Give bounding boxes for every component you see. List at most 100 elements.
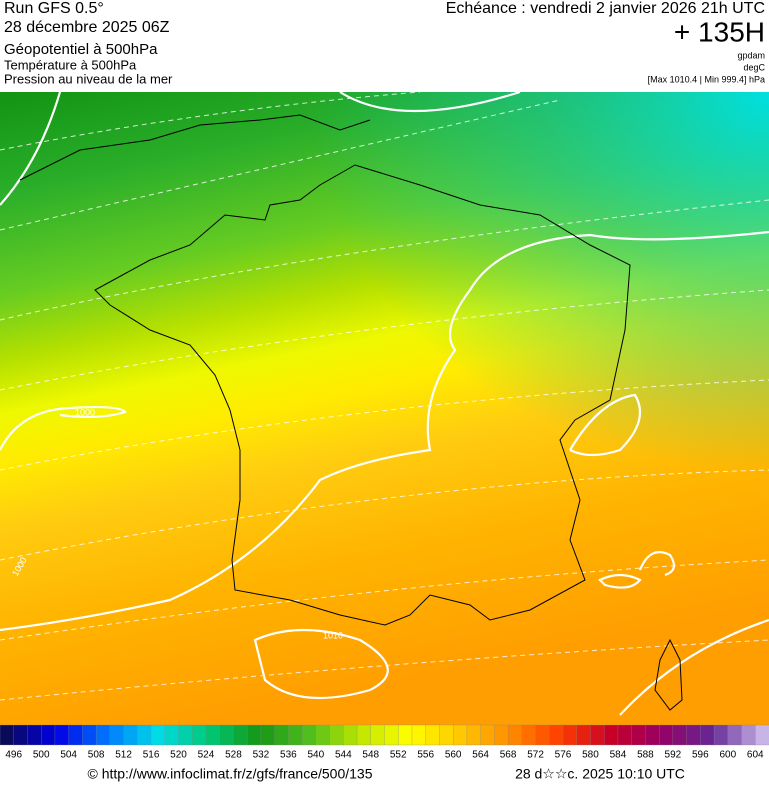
colorbar-swatch: [13, 724, 29, 746]
colorbar-swatch: [521, 724, 537, 746]
colorbar-swatch: [549, 724, 564, 746]
colorbar-swatch: [82, 724, 97, 746]
colorbar-swatch: [219, 724, 235, 746]
colorbar-swatch: [68, 724, 84, 746]
colorbar-swatch: [658, 724, 674, 746]
colorbar-label: 604: [747, 750, 764, 761]
colorbar-swatch: [425, 724, 441, 746]
colorbar-swatch: [41, 724, 56, 746]
colorbar-swatch: [315, 724, 331, 746]
colorbar-swatch: [27, 724, 42, 746]
colorbar-label: 560: [445, 750, 462, 761]
contour-label: 1010: [323, 630, 343, 640]
colorbar-swatch: [535, 724, 550, 746]
colorbar-swatch: [384, 724, 399, 746]
colorbar-label: 496: [5, 750, 22, 761]
colorbar-swatch: [480, 724, 496, 746]
unit-2: degC: [743, 62, 765, 72]
run-date: 28 décembre 2025 06Z: [4, 19, 170, 36]
colorbar-label: 568: [500, 750, 517, 761]
temperature-isolines: [0, 91, 769, 701]
colorbar-swatch: [604, 724, 619, 746]
colorbar-swatch: [617, 724, 633, 746]
colorbar-label: 572: [527, 750, 544, 761]
run-title: Run GFS 0.5°: [4, 0, 104, 17]
colorbar-label: 584: [610, 750, 627, 761]
colorbar-label: 512: [115, 750, 132, 761]
footer-timestamp: 28 d☆☆c. 2025 10:10 UTC: [515, 766, 685, 782]
colorbar-label: 592: [665, 750, 682, 761]
colorbar-swatch: [411, 724, 427, 746]
colorbar-label: 588: [637, 750, 654, 761]
contour-label: 1000: [75, 407, 95, 417]
colorbar-swatch: [260, 724, 276, 746]
colorbar-swatch: [0, 724, 15, 746]
colorbar-label: 556: [417, 750, 434, 761]
colorbar-swatch: [343, 724, 358, 746]
lead-time: + 135H: [674, 16, 765, 47]
colorbar-swatch: [727, 724, 743, 746]
colorbar-label: 576: [555, 750, 572, 761]
colorbar-swatch: [686, 724, 701, 746]
colorbar-swatch: [631, 724, 647, 746]
colorbar-label: 532: [253, 750, 270, 761]
colorbar-label: 544: [335, 750, 352, 761]
field-1: Géopotentiel à 500hPa: [4, 41, 158, 58]
colorbar-swatch: [507, 724, 523, 746]
colorbar-swatch: [233, 724, 248, 746]
colorbar-swatch: [713, 724, 729, 746]
colorbar-swatch: [439, 724, 454, 746]
colorbar-swatch: [356, 724, 372, 746]
colorbar-swatch: [301, 724, 317, 746]
colorbar-swatch: [755, 724, 769, 746]
unit-1: gpdam: [737, 50, 765, 60]
field-3: Pression au niveau de la mer: [4, 71, 173, 86]
colorbar-label: 504: [60, 750, 77, 761]
colorbar-swatch: [741, 724, 756, 746]
colorbar-swatch: [645, 724, 660, 746]
colorbar-swatch: [288, 724, 303, 746]
colorbar-swatch: [205, 724, 221, 746]
colorbar-label: 596: [692, 750, 709, 761]
colorbar-label: 564: [472, 750, 489, 761]
colorbar-swatch: [672, 724, 688, 746]
colorbar-swatch: [398, 724, 413, 746]
colorbar-label: 528: [225, 750, 242, 761]
colorbar-swatch: [370, 724, 386, 746]
colorbar-label: 540: [307, 750, 324, 761]
colorbar-label: 600: [719, 750, 736, 761]
colorbar: 496 500 504 508 512 516 520 524 528 532 536 540 544 5…: [0, 724, 769, 761]
colorbar-swatch: [562, 724, 578, 746]
colorbar-label: 508: [88, 750, 105, 761]
colorbar-swatch: [466, 724, 482, 746]
pressure-isobars: [0, 90, 769, 716]
colorbar-label: 536: [280, 750, 297, 761]
colorbar-label: 520: [170, 750, 187, 761]
colorbar-label: 500: [33, 750, 50, 761]
colorbar-label: 552: [390, 750, 407, 761]
forecast-time: Echéance : vendredi 2 janvier 2026 21h U…: [446, 0, 765, 17]
colorbar-swatch: [123, 724, 138, 746]
colorbar-swatch: [329, 724, 344, 746]
colorbar-label: 516: [143, 750, 160, 761]
colorbar-swatch: [178, 724, 193, 746]
colorbar-swatch: [274, 724, 290, 746]
colorbar-swatch: [109, 724, 125, 746]
colorbar-swatch: [192, 724, 207, 746]
field-2: Température à 500hPa: [4, 57, 137, 72]
coastlines: [19, 114, 683, 711]
colorbar-swatch: [700, 724, 715, 746]
colorbar-swatch: [576, 724, 592, 746]
colorbar-swatch: [590, 724, 605, 746]
colorbar-label: 524: [198, 750, 215, 761]
unit-3: [Max 1010.4 | Min 999.4] hPa: [648, 74, 765, 84]
colorbar-swatch: [494, 724, 509, 746]
colorbar-swatch: [137, 724, 152, 746]
colorbar-label: 580: [582, 750, 599, 761]
colorbar-swatch: [95, 724, 111, 746]
colorbar-swatch: [453, 724, 468, 746]
map: 1000 1000 1010: [0, 90, 769, 725]
colorbar-label: 548: [362, 750, 379, 761]
footer-url: © http://www.infoclimat.fr/z/gfs/france/…: [88, 766, 373, 782]
